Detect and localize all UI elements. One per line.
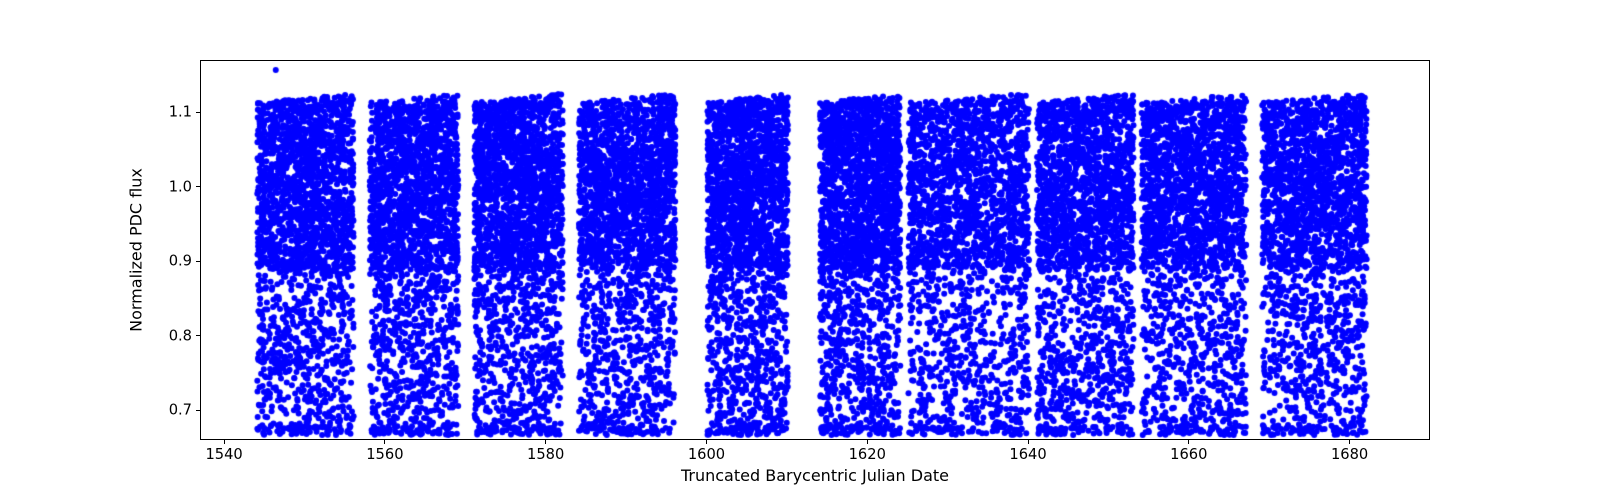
y-tick-mark [196, 335, 200, 336]
x-tick-mark [224, 440, 225, 444]
scatter-canvas [201, 61, 1431, 441]
y-tick-label: 0.8 [158, 327, 192, 344]
figure: 1540 1560 1580 1600 1620 1640 1660 1680 0.7 0.8 0… [0, 0, 1600, 500]
x-tick-label: 1620 [849, 446, 886, 463]
x-tick-mark [706, 440, 707, 444]
y-tick-label: 1.1 [158, 104, 192, 121]
y-tick-label: 0.7 [158, 402, 192, 419]
x-tick-label: 1680 [1331, 446, 1368, 463]
y-tick-mark [196, 410, 200, 411]
x-axis-label: Truncated Barycentric Julian Date [681, 466, 949, 485]
x-tick-label: 1600 [688, 446, 725, 463]
x-tick-label: 1580 [527, 446, 564, 463]
plot-area [200, 60, 1430, 440]
y-tick-label: 0.9 [158, 253, 192, 270]
x-tick-mark [545, 440, 546, 444]
x-tick-label: 1660 [1170, 446, 1207, 463]
y-axis-label: Normalized PDC flux [127, 168, 146, 332]
y-tick-mark [196, 261, 200, 262]
y-tick-label: 1.0 [158, 178, 192, 195]
x-tick-mark [1028, 440, 1029, 444]
y-tick-mark [196, 112, 200, 113]
x-tick-mark [1349, 440, 1350, 444]
x-tick-label: 1640 [1009, 446, 1046, 463]
x-tick-mark [384, 440, 385, 444]
x-tick-mark [867, 440, 868, 444]
x-tick-label: 1540 [205, 446, 242, 463]
x-tick-label: 1560 [366, 446, 403, 463]
y-tick-mark [196, 186, 200, 187]
x-tick-mark [1188, 440, 1189, 444]
